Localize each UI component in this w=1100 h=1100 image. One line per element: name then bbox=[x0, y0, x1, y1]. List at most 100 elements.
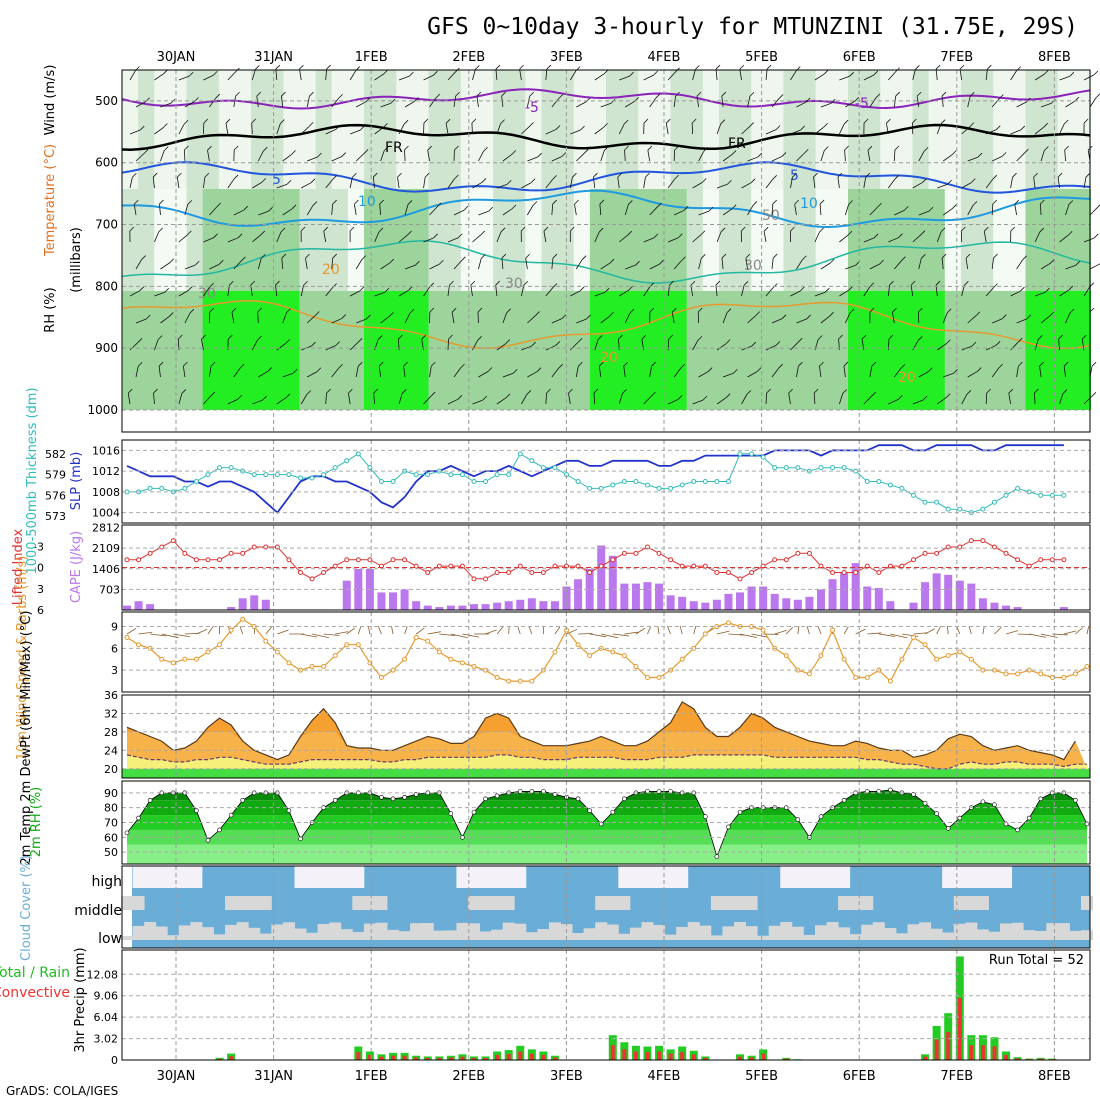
precip-convective-bar bbox=[367, 1054, 372, 1060]
thickness-point bbox=[633, 479, 639, 484]
wind-barb-flag bbox=[572, 172, 577, 178]
cloud-low-block bbox=[525, 932, 538, 940]
cloud-high-block bbox=[502, 866, 515, 888]
cloud-mid-block bbox=[248, 896, 261, 910]
li-point bbox=[980, 538, 986, 544]
wind-barb bbox=[472, 234, 482, 243]
upper-air-below-ground bbox=[122, 410, 1090, 432]
day-label-top: 8FEB bbox=[1038, 50, 1071, 65]
wind-barb bbox=[453, 96, 456, 108]
wind-barb bbox=[967, 96, 971, 108]
rh-point bbox=[818, 814, 824, 819]
wind-barb-flag bbox=[922, 178, 927, 183]
wind-barb-10m bbox=[1029, 633, 1047, 638]
precip-convective-bar bbox=[483, 1057, 488, 1060]
rh-shade-mid bbox=[364, 189, 382, 291]
wind-barb-flag bbox=[132, 172, 137, 178]
wind-speed-point bbox=[1049, 674, 1055, 680]
cloud-high-block bbox=[664, 866, 677, 888]
wind-barb-flag bbox=[843, 119, 849, 125]
rh-shade-low bbox=[154, 291, 172, 410]
cape-bar bbox=[863, 586, 872, 610]
cape-bar bbox=[412, 601, 421, 610]
wind-barb-flag bbox=[1037, 335, 1043, 340]
rh-shade-upper bbox=[928, 70, 946, 189]
cloud-low-block bbox=[282, 922, 295, 940]
wind-barb-flag bbox=[231, 307, 237, 313]
day-label-top: 31JAN bbox=[254, 50, 293, 65]
wind-barb-10m bbox=[878, 633, 896, 637]
rh-shade-low bbox=[718, 291, 737, 410]
wind-barb-10m bbox=[391, 625, 394, 635]
wind-barb-flag bbox=[250, 280, 256, 286]
wind-barb bbox=[325, 393, 327, 405]
wind-barb-flag bbox=[152, 172, 158, 178]
wind-barb bbox=[1033, 177, 1036, 189]
li-point bbox=[205, 557, 211, 563]
wind-barb-flag bbox=[1062, 389, 1068, 394]
wind-barb bbox=[331, 318, 342, 324]
wind-barb-flag bbox=[555, 125, 561, 130]
cloud-low-block bbox=[1011, 922, 1024, 940]
cloud-low-block bbox=[225, 924, 238, 940]
wind-barb bbox=[282, 372, 294, 378]
wind-barb bbox=[594, 73, 605, 81]
cloud-low-block bbox=[1046, 923, 1059, 940]
wind-barb-flag bbox=[733, 368, 738, 374]
pressure-level-label: 700 bbox=[95, 218, 118, 232]
rh-shade-upper bbox=[718, 70, 737, 189]
rh-shade-low bbox=[493, 291, 511, 410]
wind-barb-flag bbox=[849, 71, 854, 77]
rh-shade-low bbox=[444, 291, 462, 410]
wind-barb bbox=[961, 394, 968, 405]
rh-shade-low bbox=[251, 291, 269, 410]
wind-barb-flag bbox=[1039, 227, 1045, 233]
wind-barb-flag bbox=[237, 233, 243, 239]
wind-barb bbox=[716, 231, 722, 243]
cape-tick-label: 1406 bbox=[92, 563, 120, 576]
wind-barb-flag bbox=[1020, 125, 1026, 131]
wind-barb bbox=[894, 260, 902, 270]
wind-barb-flag bbox=[1075, 260, 1081, 266]
wind-barb bbox=[716, 397, 727, 405]
wind-barb bbox=[129, 290, 140, 297]
wind-barb bbox=[135, 101, 146, 108]
wind-barb-flag bbox=[500, 227, 506, 233]
wind-barb-flag bbox=[209, 307, 215, 313]
wind-barb bbox=[135, 259, 142, 270]
rh-shade-low bbox=[799, 291, 817, 410]
rh-shade-low bbox=[767, 291, 785, 410]
wind-barb-10m bbox=[1086, 625, 1090, 635]
wind-barb-flag bbox=[1020, 286, 1025, 292]
wind-speed-line bbox=[126, 618, 1088, 683]
wind-barb-flag bbox=[326, 388, 331, 394]
cape-bar bbox=[261, 599, 270, 610]
cloud-high-block bbox=[838, 866, 851, 888]
contour-label: 30 bbox=[744, 258, 762, 274]
cape-bar bbox=[921, 582, 930, 610]
rh-shade-upper bbox=[138, 70, 156, 189]
wind-barb-flag bbox=[481, 178, 487, 183]
wind-barb bbox=[495, 285, 498, 297]
li-point bbox=[749, 569, 755, 575]
cape-bar bbox=[736, 592, 745, 610]
rh-shade-upper bbox=[154, 70, 172, 189]
wind-barb-flag bbox=[781, 152, 787, 157]
cloud-low-block bbox=[641, 922, 654, 940]
cloud-low-block bbox=[352, 931, 365, 940]
wind-barb bbox=[325, 129, 336, 135]
rh-shade-mid bbox=[622, 189, 640, 291]
wind-barb bbox=[380, 262, 391, 270]
wind-barb bbox=[231, 312, 235, 324]
rh-shade-low bbox=[573, 291, 591, 410]
wind-barb-flag bbox=[1018, 361, 1023, 367]
cloud-low-block bbox=[699, 925, 712, 940]
wind-barb-10m bbox=[1063, 630, 1077, 635]
thickness-point bbox=[483, 479, 489, 484]
rh-shade-low bbox=[218, 291, 236, 410]
wind-panel-frame bbox=[121, 611, 1091, 693]
precip-convective-bar bbox=[1015, 1058, 1020, 1060]
wind-barb-flag bbox=[580, 125, 585, 131]
cloud-high-block bbox=[814, 866, 827, 888]
wind-barb bbox=[178, 124, 185, 135]
